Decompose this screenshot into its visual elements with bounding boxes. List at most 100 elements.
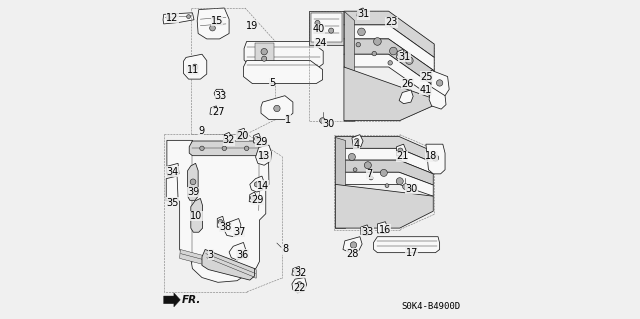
Polygon shape [253, 133, 261, 143]
Polygon shape [261, 96, 293, 120]
Polygon shape [166, 176, 178, 201]
Text: 25: 25 [420, 71, 433, 82]
Polygon shape [243, 61, 323, 84]
Circle shape [388, 61, 392, 65]
Circle shape [254, 182, 259, 187]
Text: S0K4-B4900D: S0K4-B4900D [401, 302, 460, 311]
Text: 9: 9 [198, 126, 204, 136]
Text: 11: 11 [187, 65, 199, 75]
Polygon shape [335, 137, 433, 163]
Polygon shape [344, 25, 434, 71]
Text: 14: 14 [257, 181, 269, 191]
Text: 8: 8 [283, 244, 289, 255]
Text: 5: 5 [269, 78, 275, 88]
Polygon shape [249, 192, 257, 203]
Text: 40: 40 [313, 24, 325, 34]
Polygon shape [361, 225, 369, 235]
Circle shape [210, 25, 216, 31]
Circle shape [385, 184, 389, 188]
Circle shape [250, 196, 255, 200]
Polygon shape [191, 198, 203, 232]
Polygon shape [344, 11, 434, 57]
Polygon shape [189, 141, 268, 156]
Circle shape [350, 242, 356, 248]
Text: 27: 27 [212, 107, 225, 117]
Circle shape [356, 42, 360, 47]
Circle shape [358, 10, 364, 15]
Text: 39: 39 [188, 187, 200, 197]
Text: 30: 30 [406, 184, 418, 194]
Text: 33: 33 [362, 227, 374, 237]
Text: 32: 32 [223, 135, 235, 145]
Text: 22: 22 [294, 283, 306, 293]
Polygon shape [166, 163, 179, 176]
Circle shape [274, 105, 280, 112]
Circle shape [369, 176, 373, 180]
Polygon shape [188, 163, 198, 200]
Polygon shape [399, 90, 413, 104]
Polygon shape [311, 13, 342, 42]
Polygon shape [344, 11, 355, 121]
Circle shape [406, 57, 413, 64]
Circle shape [328, 28, 333, 33]
Text: 23: 23 [385, 17, 398, 27]
Polygon shape [344, 67, 434, 121]
Circle shape [354, 138, 359, 144]
Circle shape [262, 56, 267, 61]
Circle shape [255, 137, 259, 141]
Text: 30: 30 [323, 119, 335, 130]
Text: 12: 12 [166, 12, 179, 23]
Polygon shape [335, 184, 433, 228]
Circle shape [372, 51, 376, 56]
Polygon shape [352, 135, 363, 147]
Polygon shape [255, 43, 274, 67]
Circle shape [222, 146, 227, 151]
Polygon shape [180, 249, 256, 278]
Circle shape [348, 153, 355, 160]
Circle shape [315, 20, 320, 26]
Polygon shape [426, 144, 445, 174]
Polygon shape [244, 41, 323, 69]
Text: 16: 16 [379, 225, 391, 235]
Text: 41: 41 [420, 85, 432, 95]
Polygon shape [292, 266, 301, 276]
Circle shape [200, 146, 204, 151]
Circle shape [396, 178, 403, 185]
Text: 21: 21 [396, 151, 408, 161]
Polygon shape [335, 160, 433, 185]
Polygon shape [431, 70, 449, 96]
Circle shape [390, 47, 397, 55]
Polygon shape [255, 145, 271, 165]
Text: 24: 24 [315, 38, 327, 48]
Text: 17: 17 [406, 248, 418, 258]
Polygon shape [197, 8, 229, 39]
Circle shape [297, 282, 303, 287]
Polygon shape [429, 87, 446, 109]
Text: 18: 18 [425, 151, 438, 161]
Circle shape [362, 228, 367, 233]
Polygon shape [218, 216, 224, 227]
Polygon shape [184, 54, 207, 79]
Circle shape [398, 148, 403, 153]
Text: 26: 26 [401, 78, 413, 89]
Text: 7: 7 [366, 169, 372, 179]
Circle shape [398, 52, 403, 57]
Text: 35: 35 [166, 197, 179, 208]
Circle shape [218, 219, 223, 224]
Polygon shape [224, 219, 241, 237]
Text: 31: 31 [398, 52, 410, 62]
Circle shape [294, 269, 298, 273]
Polygon shape [309, 11, 344, 45]
Text: 20: 20 [236, 130, 248, 141]
Polygon shape [335, 137, 345, 228]
Circle shape [237, 132, 243, 137]
Circle shape [261, 48, 268, 55]
Circle shape [187, 15, 191, 19]
Circle shape [403, 184, 408, 189]
Circle shape [320, 118, 325, 123]
Text: 29: 29 [252, 195, 264, 205]
Circle shape [380, 169, 387, 176]
Text: 28: 28 [346, 249, 359, 259]
Circle shape [364, 162, 371, 169]
Text: 13: 13 [259, 151, 271, 161]
